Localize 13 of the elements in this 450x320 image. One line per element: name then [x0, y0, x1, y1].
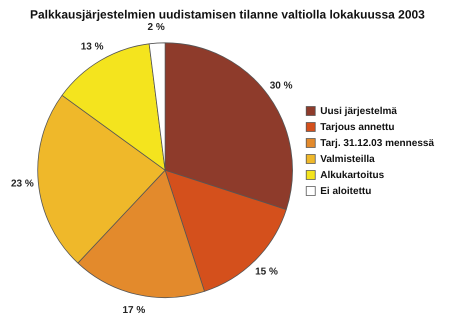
- legend-label: Ei aloitettu: [320, 186, 372, 197]
- data-label: 15 %: [255, 266, 278, 278]
- legend-label: Valmisteilla: [320, 154, 376, 165]
- data-label: 23 %: [10, 178, 34, 190]
- data-label: 13 %: [80, 42, 104, 53]
- data-label: 30 %: [270, 80, 293, 92]
- chart-title: Palkkausjärjestelmien uudistamisen tilanne valtiolla lokakuussa 2003: [30, 8, 426, 22]
- legend-label: Uusi järjestelmä: [320, 106, 398, 117]
- legend-label: Alkukartoitus: [320, 170, 385, 181]
- legend-label: Tarj. 31.12.03 mennessä: [320, 138, 434, 149]
- data-label: 17 %: [122, 304, 146, 316]
- legend-label: Tarjous annettu: [320, 122, 394, 133]
- data-label: 2 %: [147, 22, 165, 33]
